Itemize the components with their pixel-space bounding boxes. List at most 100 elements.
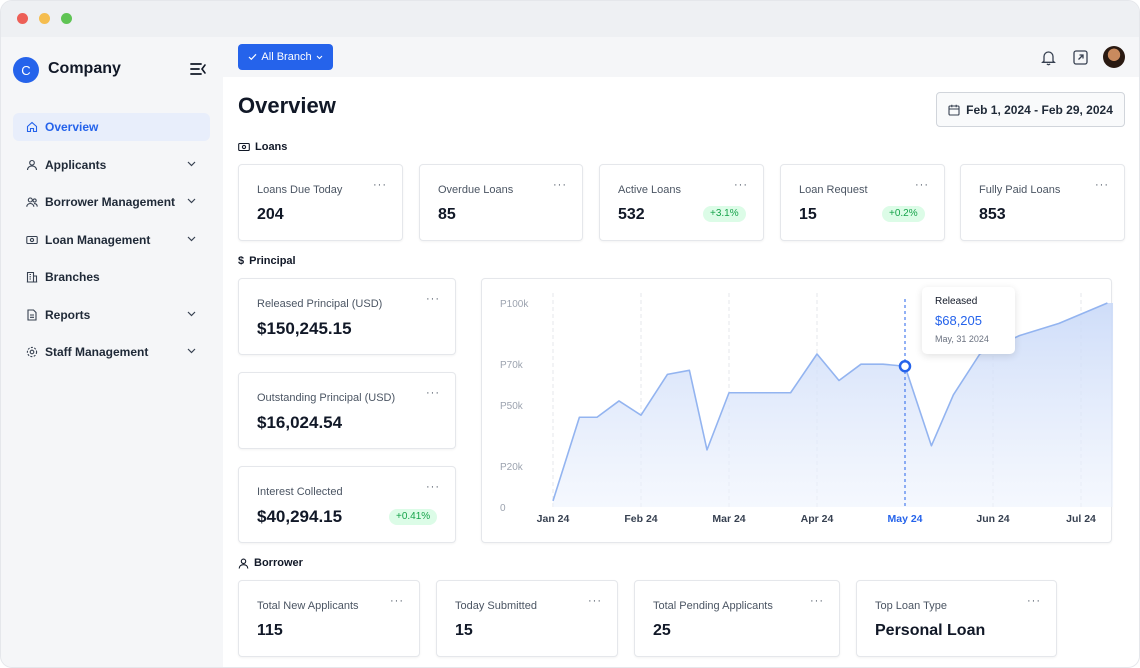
user-icon bbox=[26, 159, 38, 170]
principal-section-label: Principal bbox=[249, 255, 296, 267]
card-value: 115 bbox=[257, 622, 283, 639]
date-range-label: Feb 1, 2024 - Feb 29, 2024 bbox=[966, 102, 1113, 117]
file-icon bbox=[27, 308, 37, 321]
more-options-icon[interactable]: ··· bbox=[426, 293, 440, 305]
card-label: Total Pending Applicants bbox=[653, 600, 773, 612]
today-submitted-card: Today Submitted ··· 15 bbox=[436, 580, 618, 657]
card-value: $40,294.15 bbox=[257, 507, 343, 526]
more-options-icon[interactable]: ··· bbox=[426, 481, 440, 493]
card-value: 204 bbox=[257, 206, 284, 223]
more-options-icon[interactable]: ··· bbox=[810, 595, 824, 607]
more-options-icon[interactable]: ··· bbox=[1027, 595, 1041, 607]
more-options-icon[interactable]: ··· bbox=[588, 595, 602, 607]
chart-tooltip: Released $68,205 May, 31 2024 bbox=[922, 287, 1015, 354]
main-content: All Branch Overview Feb 1, 2024 - Feb 29… bbox=[223, 37, 1139, 667]
total-new-applicants-card: Total New Applicants ··· 115 bbox=[238, 580, 420, 657]
building-icon bbox=[26, 271, 38, 283]
card-value: Personal Loan bbox=[875, 622, 986, 639]
banknote-icon bbox=[26, 235, 38, 244]
sidebar-item-reports[interactable]: Reports bbox=[13, 301, 210, 329]
top-bar: All Branch bbox=[223, 37, 1139, 77]
x-tick-label: May 24 bbox=[887, 513, 922, 525]
y-tick-label: P100k bbox=[500, 299, 529, 310]
avatar[interactable] bbox=[1103, 46, 1125, 68]
card-value: 15 bbox=[455, 622, 473, 639]
gear-icon bbox=[26, 346, 38, 358]
loan-request-card: Loan Request ··· 15 +0.2% bbox=[780, 164, 945, 241]
x-tick-label: Jan 24 bbox=[537, 513, 570, 525]
branch-filter-button[interactable]: All Branch bbox=[238, 44, 333, 70]
sidebar-item-label: Reports bbox=[45, 307, 91, 322]
date-range-picker[interactable]: Feb 1, 2024 - Feb 29, 2024 bbox=[936, 92, 1125, 127]
y-tick-label: 0 bbox=[500, 503, 506, 514]
calendar-icon bbox=[948, 104, 960, 116]
tooltip-value: $68,205 bbox=[935, 313, 982, 328]
card-value: 853 bbox=[979, 206, 1006, 223]
more-options-icon[interactable]: ··· bbox=[915, 179, 929, 191]
bell-icon[interactable] bbox=[1040, 49, 1057, 66]
chevron-down-icon bbox=[316, 55, 322, 59]
dollar-icon: $ bbox=[238, 255, 245, 267]
company-name: Company bbox=[48, 60, 121, 77]
tooltip-title: Released bbox=[935, 296, 978, 307]
x-tick-label: Feb 24 bbox=[624, 513, 657, 525]
more-options-icon[interactable]: ··· bbox=[553, 179, 567, 191]
loans-section-label: Loans bbox=[255, 141, 288, 153]
sidebar-item-staff-management[interactable]: Staff Management bbox=[13, 338, 210, 366]
y-tick-label: P50k bbox=[500, 401, 524, 412]
sidebar-item-label: Loan Management bbox=[45, 232, 151, 247]
more-options-icon[interactable]: ··· bbox=[373, 179, 387, 191]
sidebar-item-label: Branches bbox=[45, 270, 100, 284]
loans-section-title: Loans bbox=[238, 141, 287, 153]
card-value: 85 bbox=[438, 206, 456, 223]
more-options-icon[interactable]: ··· bbox=[734, 179, 748, 191]
released-principal-card: Released Principal (USD) ··· $150,245.15 bbox=[238, 278, 456, 355]
chevron-down-icon bbox=[187, 236, 196, 241]
sidebar-item-loan-management[interactable]: Loan Management bbox=[13, 226, 210, 254]
card-label: Top Loan Type bbox=[875, 600, 947, 612]
card-value: 25 bbox=[653, 622, 671, 639]
card-value: $16,024.54 bbox=[257, 413, 343, 432]
tooltip-date: May, 31 2024 bbox=[935, 334, 989, 344]
title-bar bbox=[1, 1, 1139, 37]
x-tick-label: Apr 24 bbox=[801, 513, 834, 525]
more-options-icon[interactable]: ··· bbox=[426, 387, 440, 399]
x-tick-label: Mar 24 bbox=[712, 513, 745, 525]
chevron-down-icon bbox=[187, 311, 196, 316]
more-options-icon[interactable]: ··· bbox=[390, 595, 404, 607]
borrower-section-label: Borrower bbox=[254, 557, 303, 569]
card-label: Outstanding Principal (USD) bbox=[257, 392, 396, 404]
sidebar-item-applicants[interactable]: Applicants bbox=[13, 151, 210, 179]
sidebar-item-overview[interactable]: Overview bbox=[13, 113, 210, 141]
principal-section-title: $ Principal bbox=[238, 255, 296, 267]
chart-svg: P100k P70k P50k P20k 0 Jan 24 Feb 24 Mar 24 Apr … bbox=[500, 293, 1113, 525]
change-badge: +0.41% bbox=[389, 509, 438, 525]
total-pending-applicants-card: Total Pending Applicants ··· 25 bbox=[634, 580, 840, 657]
maximize-window-button[interactable] bbox=[61, 13, 72, 24]
more-options-icon[interactable]: ··· bbox=[1095, 179, 1109, 191]
external-link-icon[interactable] bbox=[1072, 49, 1089, 66]
x-tick-label: Jul 24 bbox=[1066, 513, 1096, 525]
change-badge: +3.1% bbox=[703, 206, 746, 222]
sidebar-item-borrower-management[interactable]: Borrower Management bbox=[13, 188, 210, 216]
highlight-point bbox=[898, 359, 912, 373]
card-label: Today Submitted bbox=[455, 600, 537, 612]
active-loans-card: Active Loans ··· 532 +3.1% bbox=[599, 164, 764, 241]
sidebar-item-label: Overview bbox=[45, 120, 99, 134]
series-line bbox=[552, 302, 1108, 502]
chevron-down-icon bbox=[187, 348, 196, 354]
sidebar-item-branches[interactable]: Branches bbox=[13, 263, 210, 291]
sidebar-item-label: Borrower Management bbox=[45, 195, 176, 209]
check-icon bbox=[248, 53, 257, 61]
card-label: Loans Due Today bbox=[257, 184, 343, 196]
minimize-window-button[interactable] bbox=[39, 13, 50, 24]
card-label: Loan Request bbox=[799, 184, 868, 196]
series-area bbox=[553, 303, 1113, 507]
card-value: $150,245.15 bbox=[257, 319, 352, 338]
collapse-sidebar-icon[interactable] bbox=[189, 61, 207, 77]
user-icon bbox=[238, 558, 249, 569]
company-logo: C bbox=[13, 57, 39, 83]
card-value: 532 bbox=[618, 206, 645, 223]
close-window-button[interactable] bbox=[17, 13, 28, 24]
overdue-loans-card: Overdue Loans ··· 85 bbox=[419, 164, 583, 241]
